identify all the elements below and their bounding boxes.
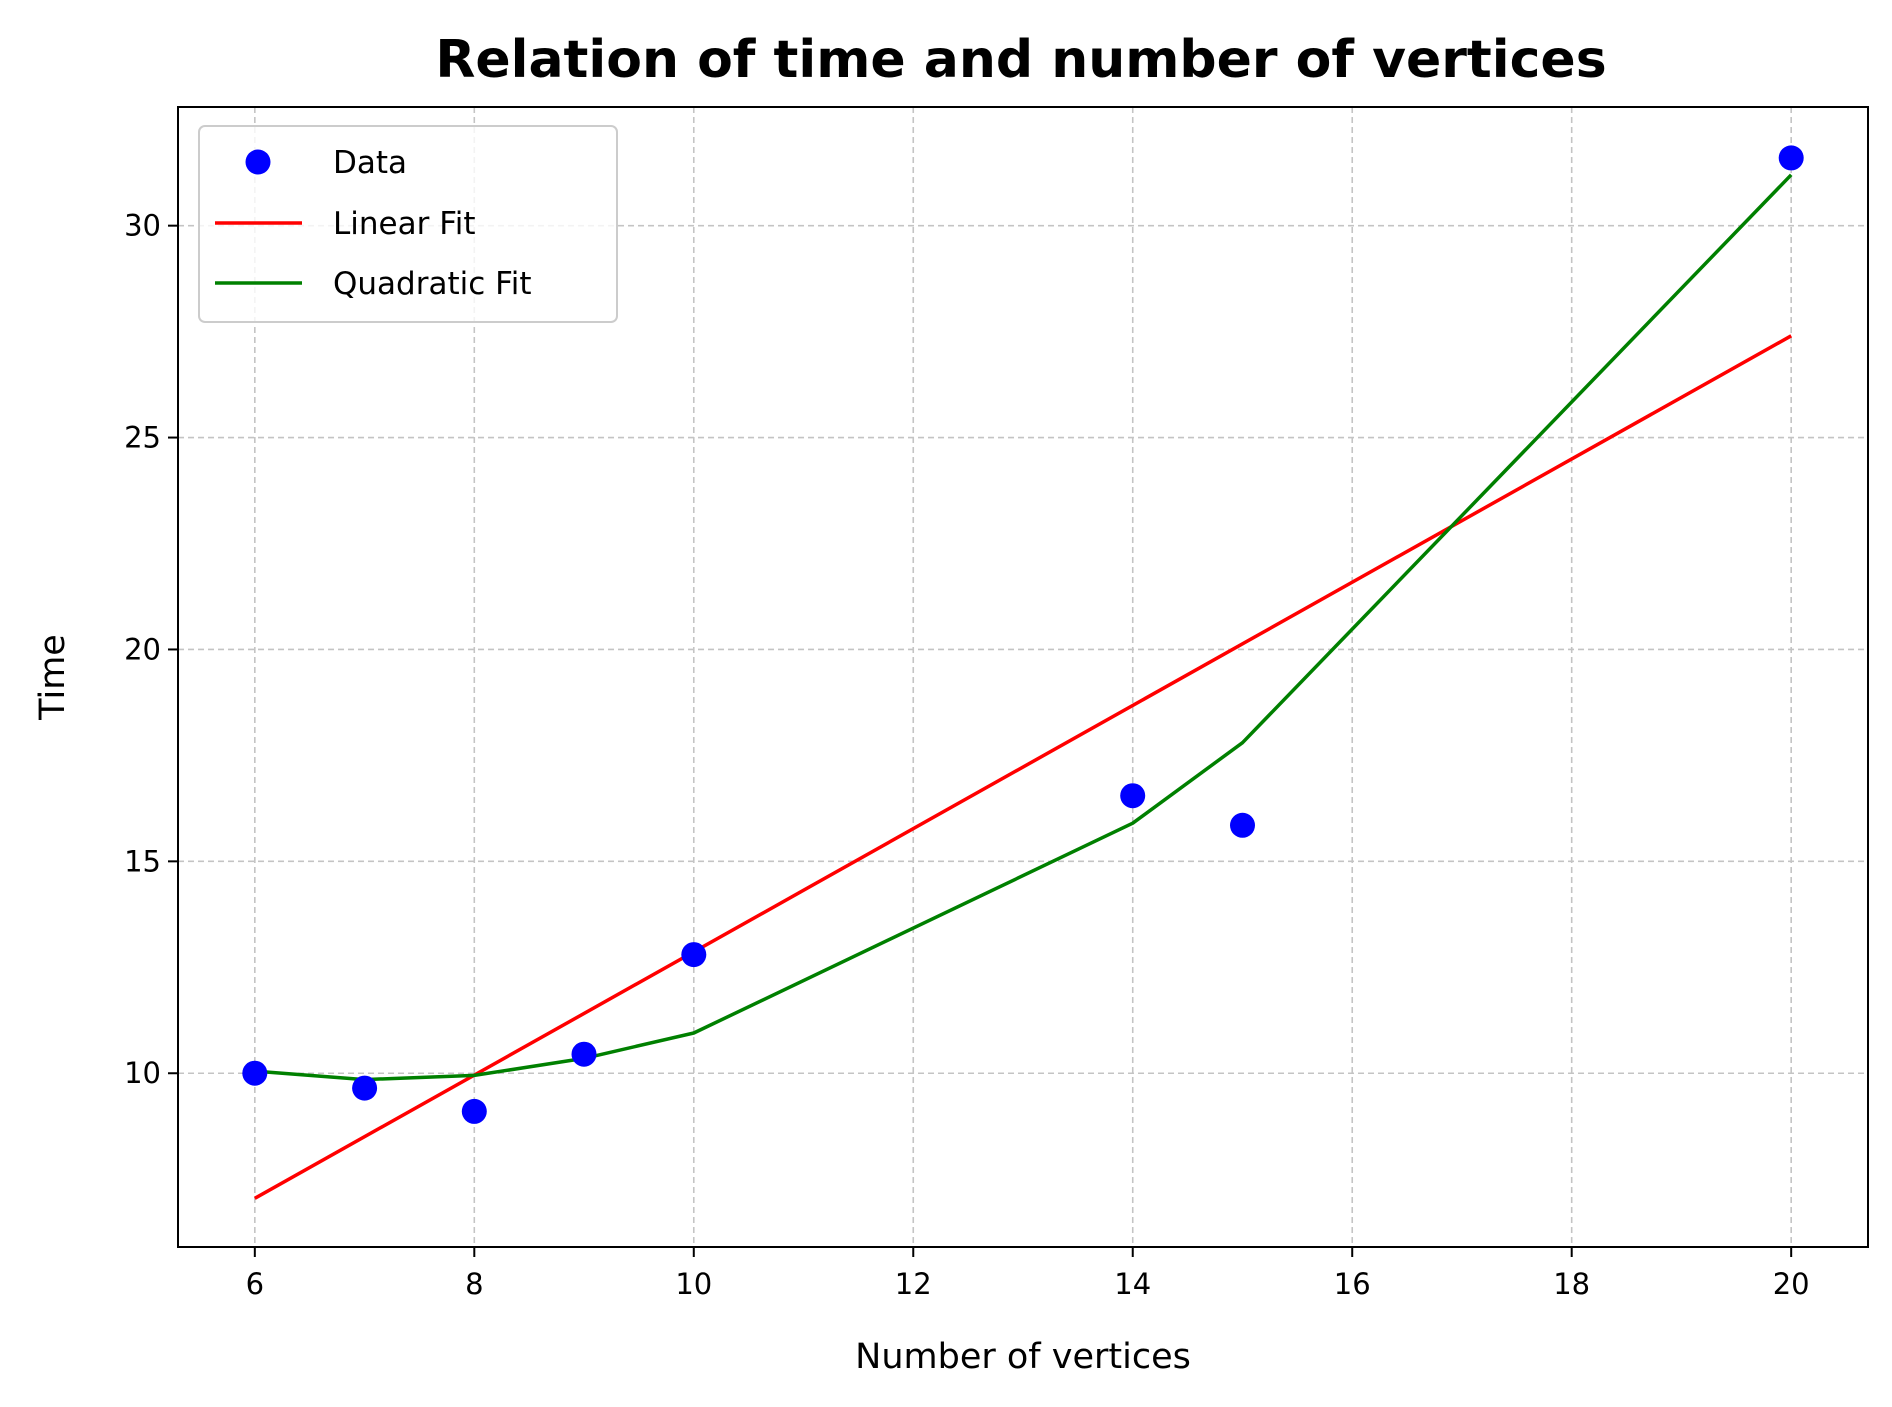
x-tick-label: 20 (1773, 1267, 1810, 1301)
plot-series (242, 145, 1804, 1200)
x-tick-label: 6 (246, 1267, 264, 1301)
x-tick-label: 12 (895, 1267, 932, 1301)
y-tick-label: 15 (124, 844, 161, 878)
quadratic-fit-line (254, 173, 1793, 1082)
linear-fit-line (253, 334, 1793, 1200)
data-point (681, 942, 707, 968)
x-tick-label: 8 (465, 1267, 483, 1301)
legend-box (198, 125, 618, 323)
y-tick-label: 30 (124, 209, 161, 243)
legend-label: Quadratic Fit (333, 266, 531, 302)
legend-marker-data (245, 149, 271, 175)
data-point (1778, 145, 1804, 171)
axis-ticks: 6 8 10 12 14 16 18 20 10 15 20 25 30 (124, 209, 1810, 1301)
legend-label: Linear Fit (333, 206, 476, 242)
legend: Data Linear Fit Quadratic Fit (198, 125, 618, 323)
chart-title: Relation of time and number of vertices (435, 30, 1606, 90)
y-tick-label: 10 (124, 1056, 161, 1090)
x-tick-label: 18 (1553, 1267, 1590, 1301)
data-point (242, 1060, 268, 1086)
y-axis-label: Time (33, 634, 73, 721)
data-point (352, 1075, 378, 1101)
plot-area-frame (177, 106, 1869, 1248)
x-tick-label: 14 (1114, 1267, 1151, 1301)
x-axis-label: Number of vertices (855, 1337, 1191, 1377)
data-point (1230, 812, 1255, 838)
x-tick-label: 10 (675, 1267, 712, 1301)
data-point (461, 1098, 487, 1124)
y-tick-label: 25 (124, 421, 161, 455)
x-tick-label: 16 (1334, 1267, 1371, 1301)
y-tick-label: 20 (124, 632, 161, 666)
data-point (1120, 783, 1146, 809)
legend-label: Data (333, 145, 407, 181)
data-point (571, 1041, 597, 1067)
